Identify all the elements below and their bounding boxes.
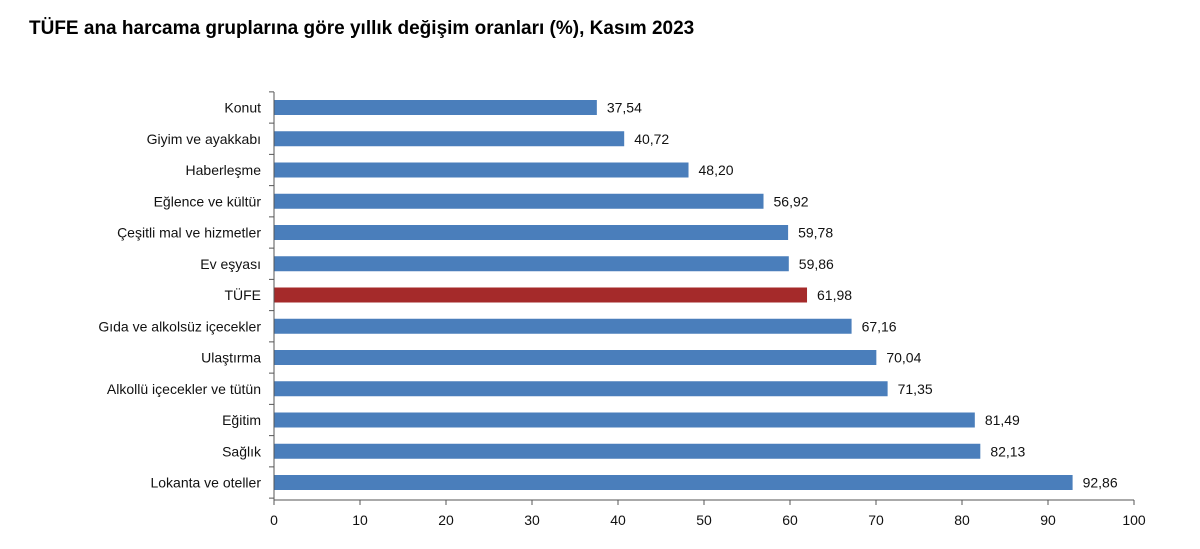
x-tick-label: 50 [696, 512, 712, 528]
data-label: 56,92 [774, 193, 809, 209]
chart-title: TÜFE ana harcama gruplarına göre yıllık … [29, 18, 695, 39]
data-label: 67,16 [862, 318, 897, 334]
bar [274, 162, 689, 178]
x-tick-label: 0 [270, 512, 278, 528]
bar [274, 100, 597, 115]
category-label: Ulaştırma [201, 350, 261, 366]
bar [274, 475, 1073, 490]
data-label: 59,78 [798, 225, 833, 241]
bar [274, 381, 888, 397]
category-label: Haberleşme [186, 162, 262, 178]
data-label: 82,13 [990, 443, 1025, 459]
bar [274, 350, 877, 365]
category-label: Giyim ve ayakkabı [147, 131, 261, 147]
bar-highlight [274, 287, 808, 303]
data-label: 81,49 [985, 412, 1020, 428]
data-label: 37,54 [607, 100, 642, 116]
category-label: TÜFE [224, 286, 261, 303]
bar [274, 443, 981, 459]
data-label: 92,86 [1083, 475, 1118, 491]
category-label: Alkollü içecekler ve tütün [107, 381, 261, 397]
x-tick-label: 10 [352, 512, 368, 528]
x-tick-label: 100 [1122, 512, 1146, 528]
category-label: Sağlık [222, 443, 262, 459]
data-label: 70,04 [886, 350, 921, 366]
category-label: Gıda ve alkolsüz içecekler [98, 318, 261, 334]
x-tick-label: 40 [610, 512, 626, 528]
x-tick-label: 60 [782, 512, 798, 528]
category-label: Lokanta ve oteller [150, 475, 261, 491]
x-tick-label: 80 [954, 512, 970, 528]
data-label: 59,86 [799, 256, 834, 272]
category-label: Eğlence ve kültür [154, 193, 262, 209]
x-tick-label: 90 [1040, 512, 1056, 528]
x-tick-label: 70 [868, 512, 884, 528]
data-label: 61,98 [817, 287, 852, 303]
bar [274, 131, 625, 147]
bar [274, 412, 975, 428]
category-label: Çeşitli mal ve hizmetler [117, 225, 261, 241]
x-tick-label: 20 [438, 512, 454, 528]
data-label: 71,35 [898, 381, 933, 397]
bar [274, 225, 789, 240]
x-tick-label: 30 [524, 512, 540, 528]
category-label: Ev eşyası [200, 256, 261, 272]
bar [274, 318, 852, 334]
bar [274, 256, 789, 272]
bar [274, 193, 764, 209]
category-label: Konut [224, 100, 261, 116]
data-label: 48,20 [699, 162, 734, 178]
data-label: 40,72 [634, 131, 669, 147]
category-label: Eğitim [222, 412, 261, 428]
